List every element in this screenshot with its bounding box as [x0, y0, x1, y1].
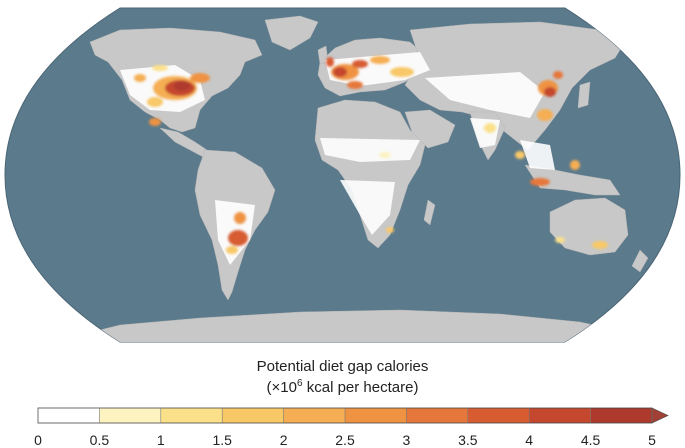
tick-label: 4.5	[581, 432, 601, 448]
land-japan	[577, 81, 591, 109]
color-bin	[467, 408, 530, 423]
land-madagascar	[423, 199, 436, 226]
land-arabia	[404, 109, 456, 149]
legend-units-exponent: 6	[297, 378, 303, 389]
legend-units-prefix: (×10	[266, 379, 297, 396]
color-bin	[160, 408, 223, 423]
color-bin	[590, 408, 653, 423]
legend-title: Potential diet gap calories	[256, 358, 429, 375]
tick-label: 0.5	[90, 432, 110, 448]
color-bin	[283, 408, 346, 423]
land-indonesia	[524, 164, 621, 196]
overflow-arrow	[651, 407, 669, 424]
tick-label: 1.5	[212, 432, 232, 448]
color-bin	[99, 408, 162, 423]
color-bin	[529, 408, 592, 423]
color-bin	[222, 408, 285, 423]
tick-label: 2.5	[335, 432, 355, 448]
tick-label: 3	[403, 432, 411, 448]
color-bin	[406, 408, 469, 423]
color-bar-legend: 0 0.5 1 1.5 2 2.5 3 3.5 4 4.5 5	[34, 407, 669, 448]
tick-label: 4	[525, 432, 533, 448]
tick-label: 2	[280, 432, 288, 448]
tick-label: 0	[34, 432, 42, 448]
color-bin	[345, 408, 407, 423]
land-africa	[314, 99, 426, 249]
land-new-zealand	[631, 249, 649, 273]
tick-label: 5	[648, 432, 656, 448]
tick-label: 3.5	[458, 432, 478, 448]
tick-label: 1	[157, 432, 165, 448]
color-bin	[38, 408, 100, 423]
world-map	[4, 7, 681, 343]
land-antarctica	[39, 309, 661, 342]
legend-units-suffix: kcal per hectare)	[302, 379, 419, 396]
land-greenland	[264, 15, 319, 51]
legend-units: (×106 kcal per hectare)	[0, 378, 685, 396]
